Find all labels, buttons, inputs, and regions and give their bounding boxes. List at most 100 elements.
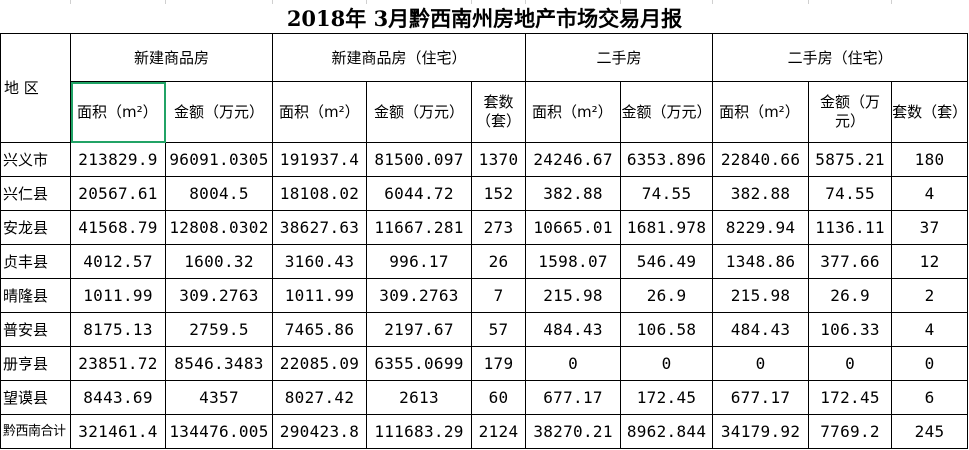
value-cell[interactable]: 677.17 [712, 380, 810, 415]
value-cell[interactable]: 484.43 [712, 312, 810, 347]
subheader-units-cell[interactable]: 套数（套） [471, 81, 527, 143]
value-cell[interactable]: 0 [712, 346, 810, 381]
region-header-cell[interactable]: 地 区 [0, 33, 71, 143]
value-cell[interactable]: 273 [471, 210, 527, 245]
value-cell[interactable]: 134476.005 [164, 414, 274, 449]
value-cell[interactable]: 34179.92 [712, 414, 810, 449]
region-cell[interactable]: 望谟县 [0, 380, 71, 415]
value-cell[interactable]: 96091.0305 [164, 142, 274, 177]
value-cell[interactable]: 2613 [366, 380, 473, 415]
value-cell[interactable]: 38627.63 [272, 210, 368, 245]
value-cell[interactable]: 8962.844 [620, 414, 714, 449]
group-header-second-hand[interactable]: 二手房 [525, 33, 714, 82]
value-cell[interactable]: 309.2763 [366, 278, 473, 313]
value-cell[interactable]: 2 [891, 278, 969, 313]
subheader-amount-cell[interactable]: 金额（万元） [164, 81, 274, 143]
subheader-amount-cell[interactable]: 金额（万元） [808, 81, 893, 143]
value-cell[interactable]: 4 [891, 312, 969, 347]
value-cell[interactable]: 1136.11 [808, 210, 893, 245]
value-cell[interactable]: 18108.02 [272, 176, 368, 211]
value-cell[interactable]: 0 [620, 346, 714, 381]
subheader-area-cell-selected[interactable]: 面积（m²） [70, 81, 166, 143]
value-cell[interactable]: 179 [471, 346, 527, 381]
value-cell[interactable]: 309.2763 [164, 278, 274, 313]
subheader-amount-cell[interactable]: 金额（万元） [366, 81, 473, 143]
value-cell[interactable]: 6 [891, 380, 969, 415]
value-cell[interactable]: 0 [525, 346, 622, 381]
value-cell[interactable]: 7465.86 [272, 312, 368, 347]
value-cell[interactable]: 321461.4 [70, 414, 166, 449]
value-cell[interactable]: 8027.42 [272, 380, 368, 415]
region-cell[interactable]: 册亨县 [0, 346, 71, 381]
value-cell[interactable]: 996.17 [366, 244, 473, 279]
subheader-units-cell[interactable]: 套数（套） [891, 81, 969, 143]
value-cell[interactable]: 5875.21 [808, 142, 893, 177]
value-cell[interactable]: 8229.94 [712, 210, 810, 245]
value-cell[interactable]: 382.88 [525, 176, 622, 211]
value-cell[interactable]: 4 [891, 176, 969, 211]
value-cell[interactable]: 152 [471, 176, 527, 211]
value-cell[interactable]: 245 [891, 414, 969, 449]
value-cell[interactable]: 6353.896 [620, 142, 714, 177]
value-cell[interactable]: 22085.09 [272, 346, 368, 381]
value-cell[interactable]: 23851.72 [70, 346, 166, 381]
group-header-new-commercial[interactable]: 新建商品房 [69, 33, 274, 82]
value-cell[interactable]: 111683.29 [366, 414, 473, 449]
value-cell[interactable]: 0 [891, 346, 969, 381]
group-header-new-commercial-residential[interactable]: 新建商品房（住宅） [272, 33, 527, 82]
subheader-amount-cell[interactable]: 金额（万元） [620, 81, 714, 143]
value-cell[interactable]: 4357 [164, 380, 274, 415]
value-cell[interactable]: 22840.66 [712, 142, 810, 177]
value-cell[interactable]: 180 [891, 142, 969, 177]
value-cell[interactable]: 677.17 [525, 380, 622, 415]
value-cell[interactable]: 1011.99 [70, 278, 166, 313]
value-cell[interactable]: 2197.67 [366, 312, 473, 347]
value-cell[interactable]: 7769.2 [808, 414, 893, 449]
value-cell[interactable]: 2759.5 [164, 312, 274, 347]
value-cell[interactable]: 10665.01 [525, 210, 622, 245]
value-cell[interactable]: 37 [891, 210, 969, 245]
value-cell[interactable]: 172.45 [620, 380, 714, 415]
value-cell[interactable]: 8443.69 [70, 380, 166, 415]
group-header-second-hand-residential[interactable]: 二手房（住宅） [712, 33, 969, 82]
value-cell[interactable]: 0 [808, 346, 893, 381]
region-cell[interactable]: 兴义市 [0, 142, 71, 177]
value-cell[interactable]: 41568.79 [70, 210, 166, 245]
value-cell[interactable]: 1370 [471, 142, 527, 177]
value-cell[interactable]: 377.66 [808, 244, 893, 279]
value-cell[interactable]: 26 [471, 244, 527, 279]
region-cell[interactable]: 晴隆县 [0, 278, 71, 313]
value-cell[interactable]: 20567.61 [70, 176, 166, 211]
value-cell[interactable]: 8004.5 [164, 176, 274, 211]
region-cell[interactable]: 黔西南合计 [0, 414, 71, 449]
value-cell[interactable]: 213829.9 [70, 142, 166, 177]
value-cell[interactable]: 172.45 [808, 380, 893, 415]
value-cell[interactable]: 74.55 [808, 176, 893, 211]
region-cell[interactable]: 兴仁县 [0, 176, 71, 211]
value-cell[interactable]: 1598.07 [525, 244, 622, 279]
value-cell[interactable]: 60 [471, 380, 527, 415]
region-cell[interactable]: 贞丰县 [0, 244, 71, 279]
subheader-area-cell[interactable]: 面积（m²） [712, 81, 810, 143]
value-cell[interactable]: 290423.8 [272, 414, 368, 449]
value-cell[interactable]: 8546.3483 [164, 346, 274, 381]
value-cell[interactable]: 12 [891, 244, 969, 279]
value-cell[interactable]: 1600.32 [164, 244, 274, 279]
value-cell[interactable]: 546.49 [620, 244, 714, 279]
value-cell[interactable]: 24246.67 [525, 142, 622, 177]
region-cell[interactable]: 普安县 [0, 312, 71, 347]
value-cell[interactable]: 1011.99 [272, 278, 368, 313]
value-cell[interactable]: 38270.21 [525, 414, 622, 449]
subheader-area-cell[interactable]: 面积（m²） [525, 81, 622, 143]
value-cell[interactable]: 191937.4 [272, 142, 368, 177]
value-cell[interactable]: 2124 [471, 414, 527, 449]
value-cell[interactable]: 6044.72 [366, 176, 473, 211]
value-cell[interactable]: 26.9 [808, 278, 893, 313]
value-cell[interactable]: 4012.57 [70, 244, 166, 279]
value-cell[interactable]: 57 [471, 312, 527, 347]
value-cell[interactable]: 8175.13 [70, 312, 166, 347]
value-cell[interactable]: 81500.097 [366, 142, 473, 177]
value-cell[interactable]: 1681.978 [620, 210, 714, 245]
value-cell[interactable]: 7 [471, 278, 527, 313]
value-cell[interactable]: 12808.0302 [164, 210, 274, 245]
